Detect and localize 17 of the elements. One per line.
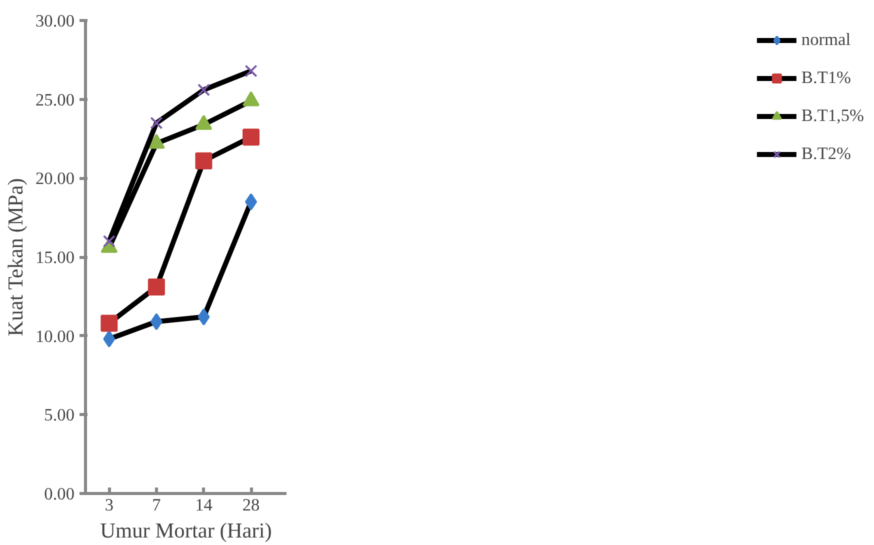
- y-tick-label: 10.00: [36, 326, 75, 346]
- x-tick-label: 28: [242, 496, 260, 514]
- y-tick-label: 15.00: [36, 248, 75, 267]
- x-tick-label: 7: [152, 496, 162, 514]
- x-axis-title: Umur Mortar (Hari): [100, 518, 272, 542]
- legend-label: B.T1%: [801, 68, 851, 88]
- y-tick-label: 20.00: [36, 169, 75, 188]
- y-tick-label: 5.00: [44, 406, 75, 425]
- x-tick-label: 3: [104, 496, 114, 514]
- legend-label: B.T2%: [801, 144, 851, 164]
- y-tick-label: 25.00: [36, 90, 75, 110]
- legend-label: B.T1,5%: [801, 106, 864, 126]
- x-tick-label: 14: [195, 496, 213, 514]
- y-tick-label: 30.00: [36, 12, 75, 30]
- y-tick-label: 0.00: [44, 484, 75, 504]
- legend-label: normal: [801, 30, 851, 50]
- y-axis-title: Kuat Tekan (MPa): [4, 178, 28, 336]
